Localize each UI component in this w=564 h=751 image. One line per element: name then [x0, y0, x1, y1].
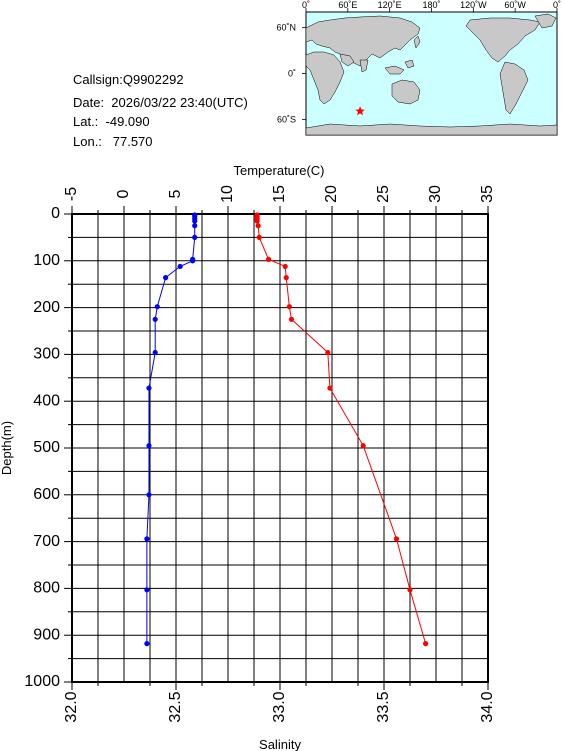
depth-tick-label: 300: [33, 346, 60, 363]
salinity-tick-label: 34.0: [479, 691, 496, 722]
map-lat-label: 0˚: [288, 69, 296, 79]
temperature-data-point: [288, 316, 295, 322]
temperature-data-point: [286, 304, 292, 310]
map-lat-label: 60˚N: [276, 22, 296, 32]
depth-tick-label: 800: [33, 580, 60, 597]
salinity-tick-label: 33.0: [271, 691, 288, 722]
temperature-tick-label: 20: [323, 185, 340, 203]
temperature-data-point: [256, 234, 262, 240]
depth-tick-label: 100: [33, 252, 60, 269]
temperature-data-point: [360, 443, 366, 449]
depth-axis-label: Depth(m): [0, 421, 14, 475]
temperature-tick-label: 30: [427, 185, 444, 203]
temperature-data-point: [423, 641, 429, 647]
salinity-data-point: [146, 492, 152, 498]
map-lon-label: 60˚W: [504, 0, 526, 10]
map-lon-label: 60˚E: [338, 0, 357, 10]
temperature-data-point: [407, 587, 413, 593]
salinity-data-point: [144, 536, 150, 542]
temperature-tick-label: 0: [115, 189, 132, 198]
latitude-text: Lat.: -49.090: [73, 114, 150, 129]
temperature-tick-label: 5: [167, 189, 184, 198]
longitude-text: Lon.: 77.570: [73, 134, 153, 149]
depth-tick-label: 700: [33, 533, 60, 550]
salinity-data-point: [152, 316, 158, 322]
map-lat-label: 60˚S: [277, 115, 296, 125]
map-lon-label: 0˚: [302, 0, 310, 10]
temperature-tick-label: 15: [271, 185, 288, 203]
temperature-tick-label: 35: [479, 185, 496, 203]
temperature-tick-label: -5: [63, 187, 80, 201]
map-land: [305, 13, 558, 136]
temperature-axis-label: Temperature(C): [233, 163, 324, 178]
temperature-data-point: [255, 223, 261, 229]
salinity-data-point: [146, 385, 152, 391]
callsign-text: Callsign:Q9902292: [73, 72, 184, 87]
temperature-tick-label: 25: [375, 185, 392, 203]
depth-tick-label: 500: [33, 439, 60, 456]
salinity-data-point: [192, 218, 198, 224]
temperature-data-point: [327, 385, 333, 391]
salinity-tick-label: 33.5: [375, 691, 392, 722]
salinity-axis-label: Salinity: [259, 737, 301, 751]
map-lon-label: 120˚E: [378, 0, 402, 10]
salinity-data-point: [190, 258, 196, 264]
map-lon-label: 180˚: [422, 0, 440, 10]
location-map: 0˚ 60˚E 120˚E 180˚ 120˚W 60˚W 0˚ 60˚N 0˚ 60˚S: [276, 0, 561, 136]
salinity-data-point: [152, 349, 158, 356]
depth-tick-label: 1000: [24, 673, 60, 690]
salinity-data-point: [192, 223, 198, 229]
depth-tick-label: 400: [33, 392, 60, 409]
temperature-data-point: [393, 536, 400, 542]
salinity-data-point: [177, 263, 183, 270]
depth-tick-label: 900: [33, 626, 60, 643]
map-lon-label: 120˚W: [460, 0, 487, 10]
temperature-data-point: [265, 256, 272, 262]
salinity-data-point: [144, 587, 150, 593]
salinity-data-point: [146, 443, 152, 449]
depth-tick-label: 0: [51, 205, 60, 222]
depth-tick-label: 200: [33, 299, 60, 316]
temperature-tick-label: 10: [219, 185, 236, 203]
salinity-data-point: [144, 641, 150, 647]
date-text: Date: 2026/03/22 23:40(UTC): [73, 95, 248, 110]
salinity-data-point: [163, 275, 169, 281]
temperature-data-point: [283, 275, 289, 281]
salinity-tick-label: 32.0: [63, 691, 80, 722]
salinity-data-point: [192, 234, 198, 240]
temperature-data-point: [325, 349, 331, 356]
map-lon-label: 0˚: [553, 0, 561, 10]
station-marker: [355, 106, 365, 116]
temperature-data-point: [282, 263, 288, 270]
salinity-tick-label: 32.5: [167, 691, 184, 722]
salinity-data-point: [154, 304, 160, 310]
temperature-data-point: [254, 218, 260, 224]
depth-tick-label: 600: [33, 486, 60, 503]
